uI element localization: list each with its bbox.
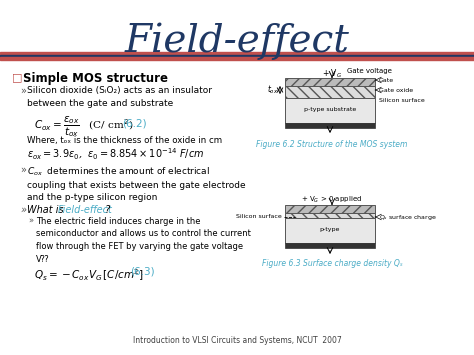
Text: $t_{ox}$: $t_{ox}$ (266, 84, 278, 96)
Text: Simple MOS structure: Simple MOS structure (23, 72, 168, 85)
Bar (285, 218, 375, 243)
Bar (285, 213, 375, 218)
Text: Field-effect: Field-effect (125, 22, 349, 60)
Text: $Q_s = -C_{ox}V_G\,[C/cm^2]$: $Q_s = -C_{ox}V_G\,[C/cm^2]$ (34, 267, 144, 283)
Text: Figure 6.3 Surface charge density Qₛ: Figure 6.3 Surface charge density Qₛ (262, 259, 402, 268)
Bar (285, 98, 375, 123)
Text: Silicon surface: Silicon surface (236, 214, 282, 219)
Text: $C_{ox} = \dfrac{\varepsilon_{ox}}{t_{ox}}$   (C/ cm$^2$): $C_{ox} = \dfrac{\varepsilon_{ox}}{t_{ox… (34, 114, 134, 139)
Text: »: » (20, 205, 26, 215)
Text: Q$_s$ surface charge: Q$_s$ surface charge (379, 213, 437, 222)
Text: Silicon surface: Silicon surface (379, 98, 425, 103)
Text: p-type: p-type (320, 228, 340, 233)
Text: $C_{ox}$  determines the amount of electrical
coupling that exists between the g: $C_{ox}$ determines the amount of electr… (27, 165, 246, 202)
Text: (6.2): (6.2) (122, 118, 146, 128)
Bar (0, 57, 474, 60)
Text: Silicon dioxide (SᵢO₂) acts as an insulator
between the gate and substrate: Silicon dioxide (SᵢO₂) acts as an insula… (27, 86, 212, 108)
Text: What is: What is (27, 205, 67, 215)
Bar (285, 86, 375, 98)
Text: Figure 6.2 Structure of the MOS system: Figure 6.2 Structure of the MOS system (256, 140, 408, 149)
Bar (0, 55, 474, 56)
Text: Gate voltage: Gate voltage (347, 68, 392, 74)
Bar (285, 123, 375, 128)
Text: Gate oxide: Gate oxide (379, 87, 413, 93)
Text: + V$_G$ > 0 applied: + V$_G$ > 0 applied (301, 195, 363, 205)
Text: Gate: Gate (379, 77, 394, 82)
Text: Introduction to VLSI Circuits and Systems, NCUT  2007: Introduction to VLSI Circuits and System… (133, 336, 341, 345)
Text: $\varepsilon_{ox} = 3.9\varepsilon_0$,  $\varepsilon_0 = 8.854\times10^{-14}$ $F: $\varepsilon_{ox} = 3.9\varepsilon_0$, $… (27, 147, 204, 162)
Text: ?: ? (102, 205, 110, 215)
Text: + V$_G$: + V$_G$ (322, 68, 342, 81)
Text: »: » (20, 165, 26, 175)
Text: Field-effect: Field-effect (58, 205, 113, 215)
Text: »: » (28, 217, 33, 226)
Text: p-type substrate: p-type substrate (304, 108, 356, 113)
Bar (285, 243, 375, 248)
Text: □: □ (12, 72, 22, 82)
Bar (285, 78, 375, 86)
Text: Where, tₒₓ is the thickness of the oxide in cm: Where, tₒₓ is the thickness of the oxide… (27, 136, 222, 145)
Text: »: » (20, 86, 26, 96)
Bar (285, 205, 375, 213)
Text: (6.3): (6.3) (130, 267, 155, 277)
Text: The electric field induces charge in the
semiconductor and allows us to control : The electric field induces charge in the… (36, 217, 251, 263)
Bar (0, 52, 474, 55)
